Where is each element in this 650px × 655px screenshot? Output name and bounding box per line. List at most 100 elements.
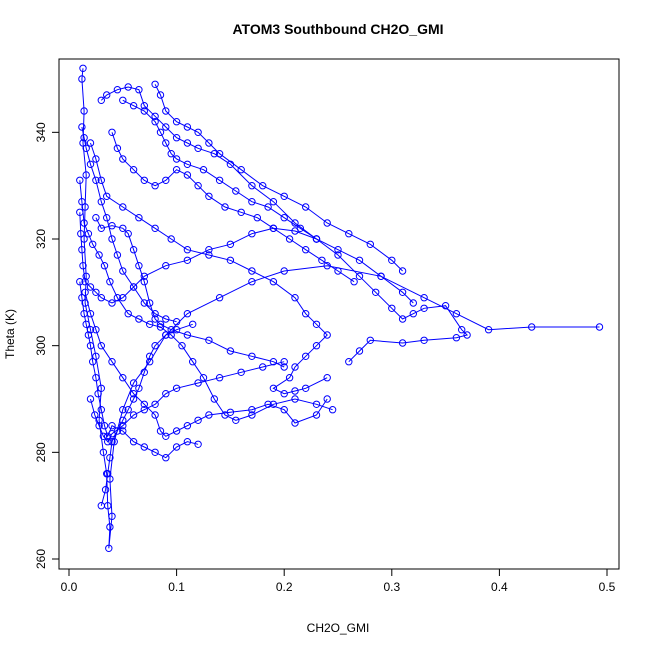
data-point: [323, 219, 331, 227]
data-point: [291, 219, 299, 227]
data-point: [280, 406, 288, 414]
data-point: [334, 267, 342, 275]
data-point: [215, 150, 224, 158]
plot-frame: [58, 58, 620, 570]
data-point: [458, 326, 466, 334]
data-point: [221, 203, 229, 211]
data-point: [167, 326, 175, 334]
data-point: [162, 262, 170, 270]
data-point: [103, 91, 111, 99]
data-point: [108, 438, 116, 446]
data-point: [172, 166, 181, 174]
data-point: [226, 240, 235, 249]
data-point: [259, 363, 267, 371]
data-point: [172, 118, 181, 126]
data-point: [388, 304, 396, 312]
data-point: [106, 523, 114, 531]
data-point: [151, 310, 159, 318]
data-point: [285, 235, 294, 243]
data-point: [105, 544, 113, 552]
data-point: [78, 123, 86, 131]
data-point: [135, 214, 143, 222]
data-point: [135, 384, 143, 392]
data-point: [345, 358, 353, 366]
data-point: [86, 342, 95, 350]
data-point: [323, 395, 331, 403]
data-point: [162, 331, 170, 339]
data-point: [113, 86, 122, 94]
data-point: [398, 288, 407, 296]
data-point: [172, 427, 181, 435]
data-point: [291, 419, 299, 427]
data-point: [312, 235, 321, 243]
data-point: [80, 219, 88, 227]
data-point: [151, 315, 159, 323]
data-point: [140, 299, 149, 307]
data-point: [80, 134, 88, 142]
data-point: [124, 406, 132, 414]
data-point: [140, 272, 149, 280]
data-point: [248, 406, 256, 414]
data-point: [178, 342, 186, 350]
y-tick-label: 320: [34, 229, 48, 249]
data-point: [92, 176, 100, 185]
data-point: [119, 406, 127, 414]
data-point: [106, 454, 114, 462]
data-point: [129, 246, 138, 254]
data-point: [100, 422, 109, 430]
data-point: [194, 416, 202, 424]
data-point: [119, 422, 127, 430]
data-point: [151, 112, 159, 121]
data-point: [199, 166, 208, 174]
data-point: [172, 443, 181, 451]
data-point: [183, 171, 192, 179]
data-point: [318, 256, 326, 264]
data-point: [97, 198, 106, 206]
data-point: [323, 262, 331, 270]
data-point: [452, 310, 461, 318]
data-point: [388, 256, 396, 264]
data-point: [183, 160, 192, 169]
data-point: [366, 240, 374, 249]
data-point: [92, 374, 100, 382]
data-point: [156, 128, 165, 137]
data-point: [409, 299, 417, 307]
data-point: [119, 416, 127, 424]
data-point: [135, 315, 143, 323]
data-point: [452, 334, 461, 342]
data-point: [398, 267, 407, 275]
data-point: [269, 278, 278, 286]
data-point: [253, 214, 261, 222]
data-point: [108, 430, 116, 438]
data-point: [226, 347, 235, 355]
data-point: [205, 411, 213, 419]
data-point: [86, 139, 95, 147]
data-point: [79, 139, 87, 147]
data-point: [280, 358, 288, 366]
data-point: [355, 347, 364, 355]
data-point: [162, 107, 170, 115]
data-point: [167, 235, 175, 243]
data-point: [291, 294, 299, 302]
data-point: [79, 262, 87, 270]
data-point: [108, 422, 116, 430]
data-point: [183, 310, 192, 318]
data-point: [162, 390, 170, 398]
data-point: [97, 384, 106, 392]
data-point: [237, 368, 245, 376]
data-point: [82, 272, 90, 280]
data-point: [463, 331, 471, 339]
y-axis-label: Theta (K): [3, 309, 17, 359]
data-point: [232, 416, 240, 424]
x-tick-label: 0.0: [61, 580, 78, 594]
data-point: [129, 102, 138, 110]
data-point: [76, 176, 84, 185]
data-point: [119, 203, 127, 211]
data-point: [398, 315, 407, 323]
data-point: [113, 144, 122, 153]
data-point: [97, 406, 106, 414]
data-point: [237, 166, 245, 174]
data-point: [205, 139, 213, 147]
